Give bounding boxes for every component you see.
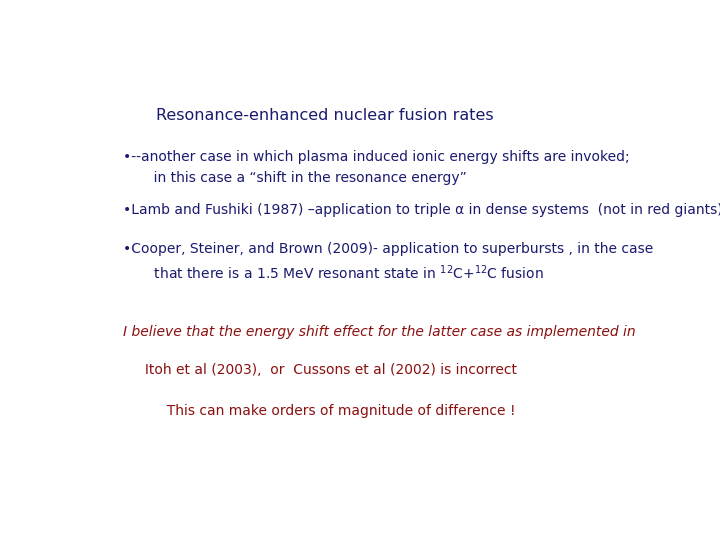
- Text: I believe that the energy shift effect for the latter case as implemented in: I believe that the energy shift effect f…: [124, 325, 636, 339]
- Text: Resonance-enhanced nuclear fusion rates: Resonance-enhanced nuclear fusion rates: [156, 109, 493, 124]
- Text: •Lamb and Fushiki (1987) –application to triple α in dense systems  (not in red : •Lamb and Fushiki (1987) –application to…: [124, 203, 720, 217]
- Text: •Cooper, Steiner, and Brown (2009)- application to superbursts , in the case: •Cooper, Steiner, and Brown (2009)- appl…: [124, 241, 654, 255]
- Text: This can make orders of magnitude of difference !: This can make orders of magnitude of dif…: [124, 404, 516, 417]
- Text: Itoh et al (2003),  or  Cussons et al (2002) is incorrect: Itoh et al (2003), or Cussons et al (200…: [124, 363, 518, 377]
- Text: •--another case in which plasma induced ionic energy shifts are invoked;: •--another case in which plasma induced …: [124, 150, 630, 164]
- Text: in this case a “shift in the resonance energy”: in this case a “shift in the resonance e…: [124, 171, 467, 185]
- Text: that there is a 1.5 MeV resonant state in $^{12}$C+$^{12}$C fusion: that there is a 1.5 MeV resonant state i…: [124, 263, 544, 282]
